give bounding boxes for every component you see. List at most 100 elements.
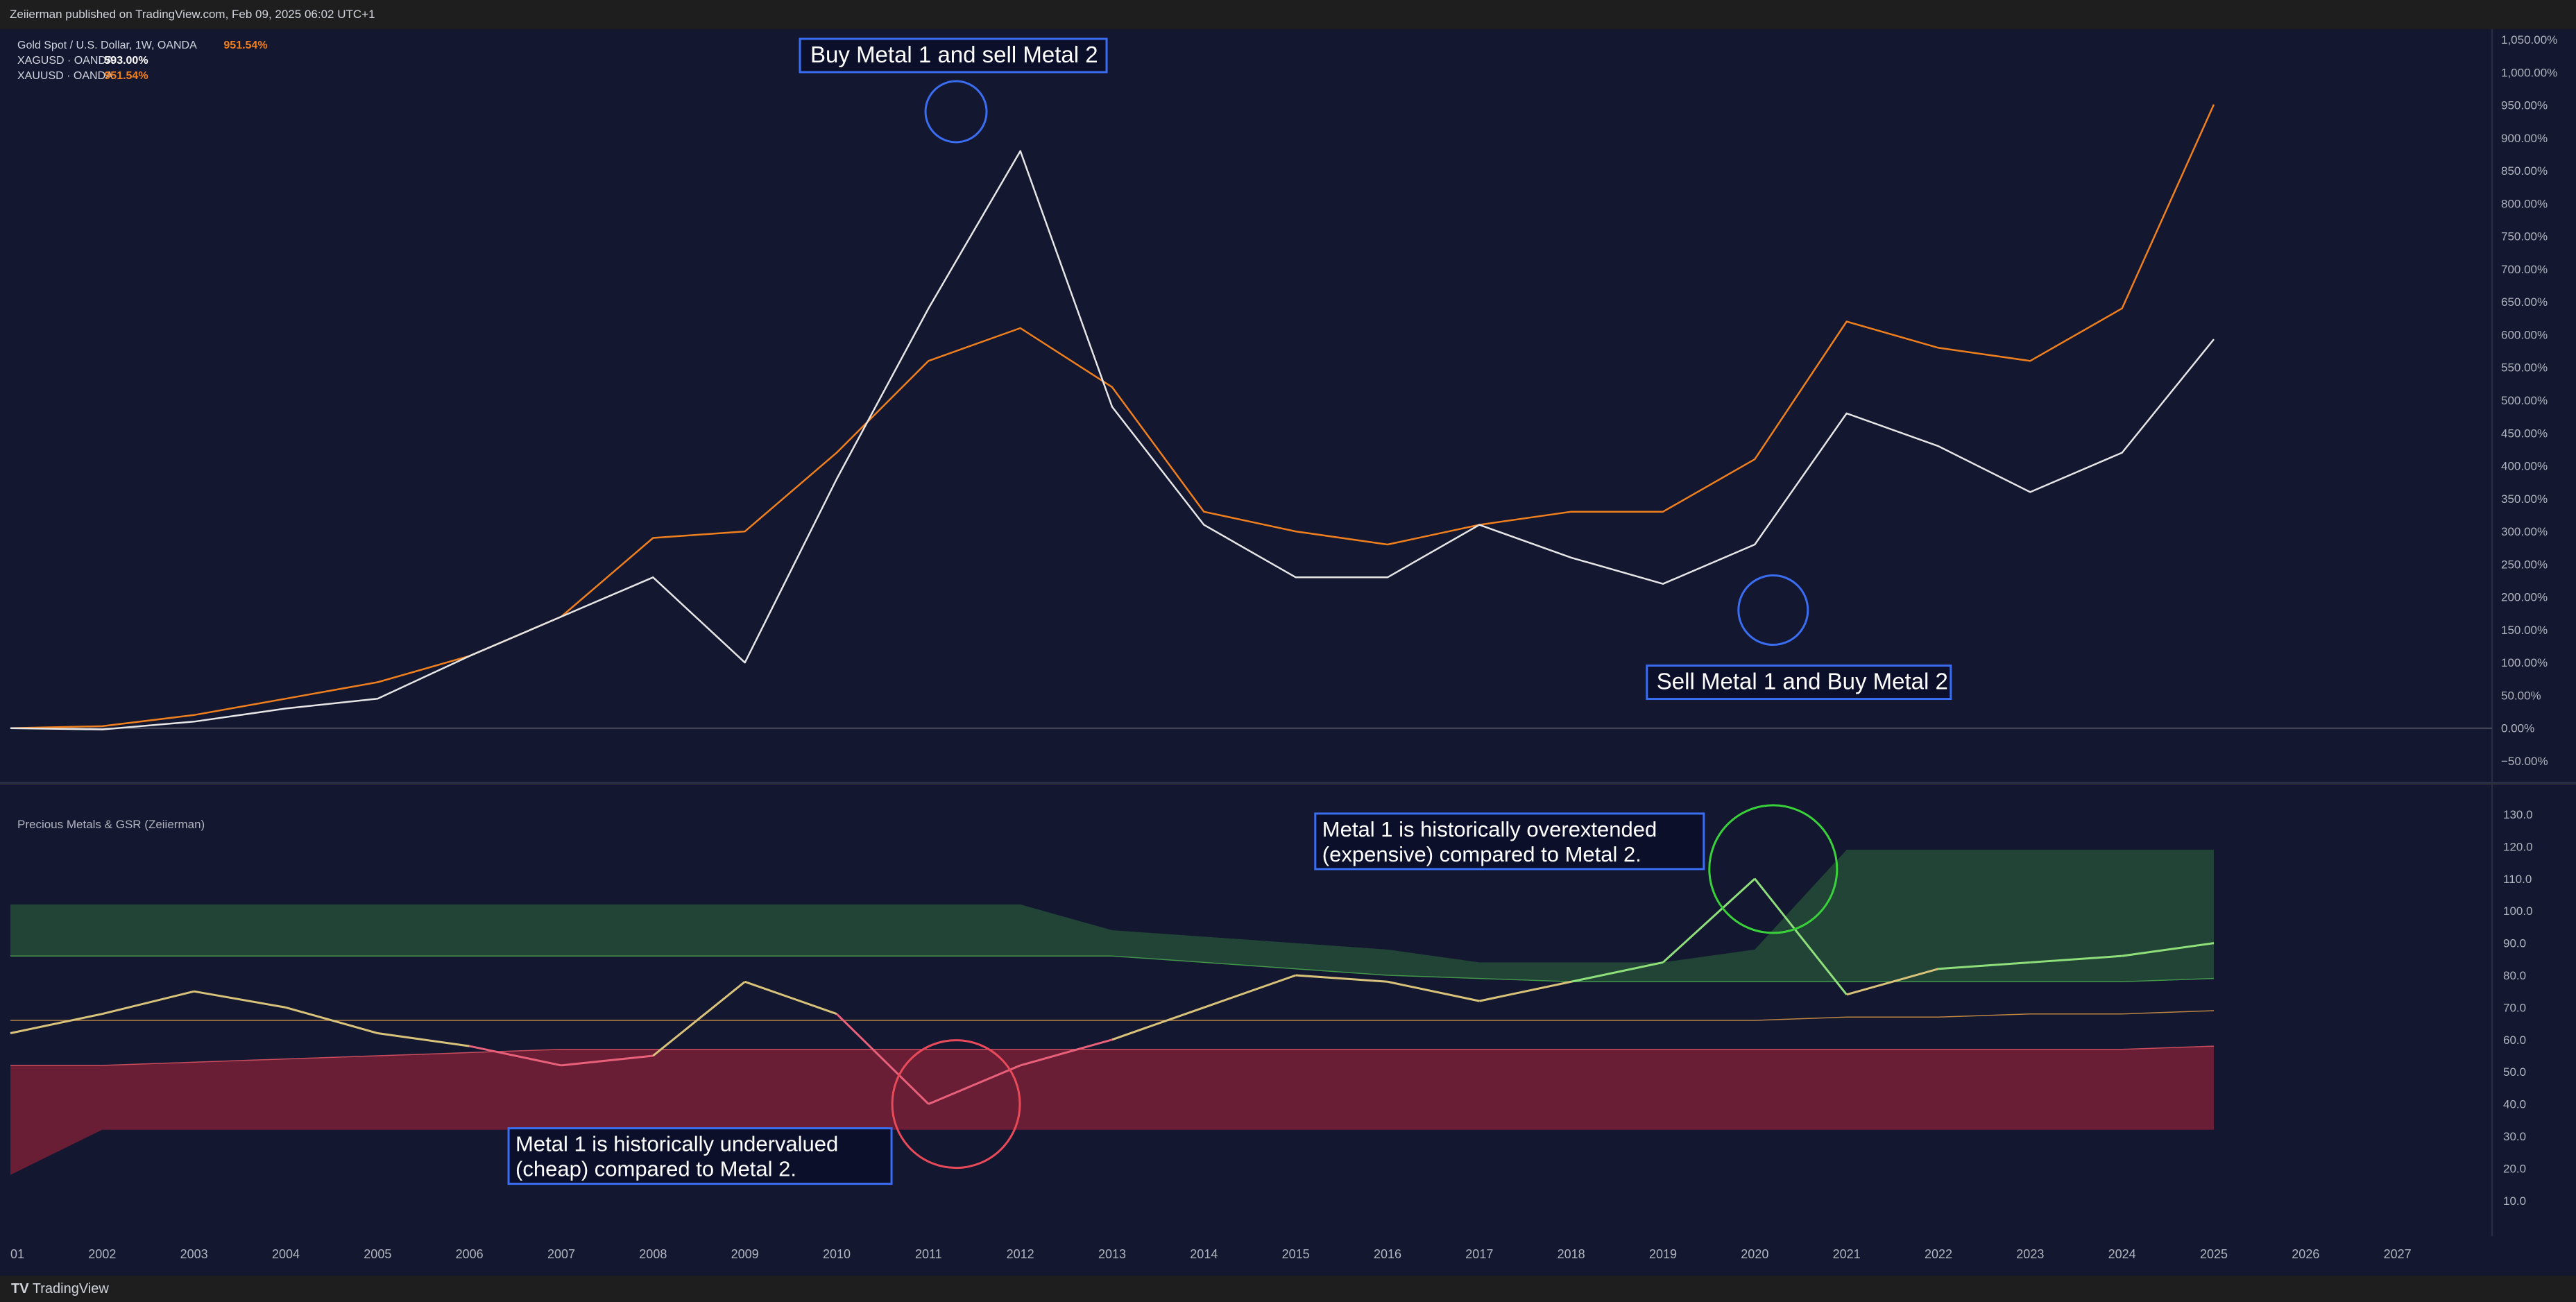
indicator-y-tick-label: 90.0 [2503, 937, 2526, 950]
main-y-tick-label: 200.00% [2501, 591, 2548, 604]
gsr-line-segment[interactable] [285, 1006, 378, 1034]
main-y-tick-label: 550.00% [2501, 361, 2548, 375]
time-tick-label: 01 [10, 1247, 24, 1261]
main-y-tick-label: 1,050.00% [2501, 33, 2557, 46]
sell-annotation-text: Sell Metal 1 and Buy Metal 2 [1657, 669, 1948, 694]
lower-band-line[interactable] [10, 1045, 2215, 1066]
chart-area[interactable]: 1,050.00% 1,000.00% 950.00% 900.00% 850.00% 8… [0, 29, 2576, 1276]
gsr-line-segment[interactable] [469, 1045, 562, 1067]
time-tick-label: 2007 [547, 1247, 575, 1261]
main-y-tick-label: 100.00% [2501, 656, 2548, 669]
legend-label: XAUUSD · OANDA [17, 70, 113, 82]
indicator-title: Precious Metals & GSR (Zeiierman) [17, 818, 205, 831]
time-tick-label: 2011 [915, 1247, 942, 1261]
gsr-line-segment[interactable] [1203, 974, 1297, 1009]
undervalued-box [507, 1127, 893, 1185]
legend-label: XAGUSD · OANDA [17, 55, 114, 67]
gsr-line-segment[interactable] [1571, 961, 1664, 983]
gsr-line-segment[interactable] [101, 990, 195, 1016]
legend-value: 951.54% [104, 70, 148, 82]
time-tick-label: 2024 [2108, 1247, 2136, 1261]
main-y-tick-label: 950.00% [2501, 99, 2548, 112]
indicator-y-tick-label: 100.0 [2503, 905, 2533, 918]
gsr-line-segment[interactable] [1479, 980, 1571, 1002]
gsr-line-segment[interactable] [1020, 1038, 1113, 1067]
time-tick-label: 2025 [2200, 1247, 2228, 1261]
overextended-text: Metal 1 is historically overextended [1322, 817, 1657, 841]
time-tick-label: 2003 [180, 1247, 208, 1261]
gsr-line-segment[interactable] [928, 1064, 1021, 1105]
main-pane-bg [0, 29, 2576, 782]
upper-band-line[interactable] [10, 955, 2215, 983]
legend-label: Gold Spot / U.S. Dollar, 1W, OANDA [17, 40, 197, 51]
gsr-line-segment[interactable] [1662, 877, 1756, 963]
indicator-y-tick-label: 10.0 [2503, 1194, 2526, 1208]
time-tick-label: 2017 [1465, 1247, 1493, 1261]
legend-value: 951.54% [223, 40, 267, 51]
legend-value: 593.00% [104, 55, 148, 67]
time-tick-label: 2019 [1649, 1247, 1677, 1261]
sell-circle [1737, 574, 1809, 646]
gsr-line-segment[interactable] [652, 981, 746, 1057]
time-tick-label: 2015 [1282, 1247, 1310, 1261]
main-y-tick-label: 700.00% [2501, 263, 2548, 276]
indicator-y-tick-label: 20.0 [2503, 1162, 2526, 1175]
main-y-tick-label: 0.00% [2501, 722, 2534, 735]
gsr-line-segment[interactable] [1111, 1006, 1204, 1041]
indicator-y-tick-label: 50.0 [2503, 1065, 2526, 1079]
main-y-tick-label: 250.00% [2501, 558, 2548, 571]
gsr-line-segment[interactable] [1938, 961, 2031, 970]
gsr-line-segment[interactable] [835, 1013, 930, 1105]
gsr-line-segment[interactable] [1387, 980, 1480, 1002]
gsr-line-segment[interactable] [1295, 974, 1388, 983]
gsr-line-segment[interactable] [744, 980, 837, 1016]
overextended-circle [1708, 804, 1839, 934]
mid-band-line[interactable] [10, 1010, 2215, 1021]
gsr-line-segment[interactable] [377, 1032, 470, 1047]
gsr-line-segment[interactable] [194, 990, 287, 1009]
footer-brand: TradingView [32, 1281, 109, 1296]
time-tick-label: 2010 [823, 1247, 851, 1261]
gsr-line-segment[interactable] [10, 1013, 103, 1034]
main-y-tick-label: 600.00% [2501, 328, 2548, 341]
gsr-line-segment[interactable] [2122, 942, 2215, 957]
time-tick-label: 2027 [2384, 1247, 2412, 1261]
time-tick-label: 2014 [1190, 1247, 1218, 1261]
time-tick-label: 2002 [88, 1247, 116, 1261]
time-tick-label: 2006 [456, 1247, 484, 1261]
main-y-tick-label: 750.00% [2501, 230, 2548, 243]
main-y-tick-label: 800.00% [2501, 197, 2548, 210]
gsr-line-segment[interactable] [1846, 968, 1939, 996]
time-tick-label: 2009 [731, 1247, 759, 1261]
time-tick-label: 2026 [2292, 1247, 2319, 1261]
time-tick-label: 2008 [639, 1247, 667, 1261]
tradingview-logo-icon[interactable]: TV [11, 1281, 29, 1296]
main-y-tick-label: 850.00% [2501, 164, 2548, 178]
undervalued-text: (cheap) compared to Metal 2. [515, 1157, 796, 1181]
gsr-line-segment[interactable] [2030, 954, 2122, 963]
time-axis-bg [0, 1236, 2576, 1276]
indicator-y-tick-label: 110.0 [2503, 873, 2532, 886]
undervalued-text: Metal 1 is historically undervalued [515, 1132, 838, 1156]
main-y-tick-label: 50.00% [2501, 689, 2541, 702]
time-tick-label: 2020 [1741, 1247, 1768, 1261]
time-tick-label: 2023 [2016, 1247, 2044, 1261]
indicator-y-tick-label: 120.0 [2503, 840, 2533, 853]
main-y-tick-label: 350.00% [2501, 492, 2548, 506]
undervalued-circle [891, 1039, 1021, 1170]
time-tick-label: 2016 [1374, 1247, 1401, 1261]
time-tick-label: 2021 [1833, 1247, 1861, 1261]
xagusd-line[interactable] [10, 150, 2215, 730]
published-text: Zeiierman published on TradingView.com, … [10, 8, 375, 21]
indicator-y-tick-label: 40.0 [2503, 1098, 2526, 1111]
footer-bar: TV TradingView [0, 1276, 2576, 1302]
main-y-tick-label: 300.00% [2501, 525, 2548, 538]
chart-svg[interactable]: 1,050.00% 1,000.00% 950.00% 900.00% 850.00% 8… [0, 29, 2576, 1276]
xauusd-line[interactable] [10, 104, 2215, 729]
main-y-tick-label: 500.00% [2501, 394, 2548, 407]
main-y-tick-label: 450.00% [2501, 427, 2548, 440]
gsr-line-segment[interactable] [1754, 877, 1848, 995]
overextended-text: (expensive) compared to Metal 2. [1322, 842, 1641, 866]
gsr-line-segment[interactable] [561, 1054, 654, 1067]
main-y-tick-label: 650.00% [2501, 295, 2548, 309]
